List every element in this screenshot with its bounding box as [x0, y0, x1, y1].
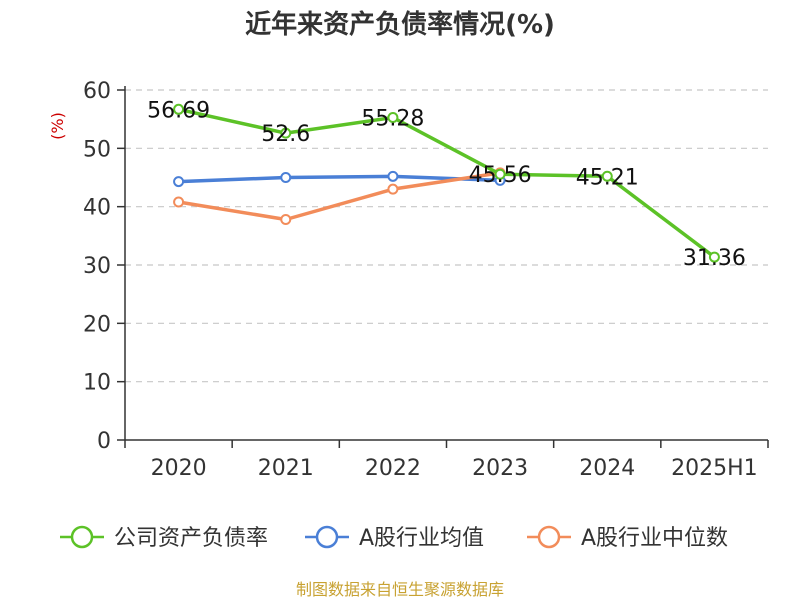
- grid-lines: [125, 89, 768, 383]
- data-label: 52.6: [261, 122, 310, 147]
- data-label: 45.56: [469, 163, 532, 188]
- x-tick-label: 2020: [151, 456, 207, 481]
- data-point[interactable]: [280, 172, 292, 183]
- legend-marker: [537, 525, 561, 549]
- y-tick-label: 40: [83, 196, 111, 221]
- data-point[interactable]: [280, 214, 292, 225]
- data-label: 45.21: [576, 165, 639, 190]
- data-point[interactable]: [387, 112, 399, 124]
- data-point[interactable]: [173, 196, 185, 208]
- plot-area: [173, 103, 720, 263]
- y-tick-label: 10: [83, 371, 111, 396]
- y-tick-label: 0: [97, 429, 111, 454]
- legend-label: A股行业中位数: [581, 526, 728, 551]
- x-tick-label: 2023: [472, 456, 528, 481]
- data-point[interactable]: [601, 170, 613, 182]
- legend-marker: [315, 525, 339, 549]
- x-tick-label: 2024: [579, 456, 635, 481]
- x-tick-label: 2022: [365, 456, 421, 481]
- y-axis-unit: (%): [48, 112, 67, 140]
- y-tick-label: 50: [83, 137, 111, 162]
- legend[interactable]: 公司资产负债率 A股行业均值 A股行业中位数: [60, 525, 728, 551]
- data-label: 56.69: [147, 98, 210, 123]
- legend-item-1[interactable]: A股行业均值: [305, 525, 484, 551]
- data-label: 55.28: [361, 107, 424, 132]
- series-line-0: [178, 107, 716, 259]
- y-tick-label: 30: [83, 254, 111, 279]
- data-point[interactable]: [387, 170, 399, 182]
- y-tick-label: 20: [83, 312, 111, 337]
- data-point[interactable]: [494, 168, 506, 180]
- legend-marker: [70, 525, 94, 549]
- chart-title: 近年来资产负债率情况(%): [245, 9, 555, 40]
- series-line-2: [178, 171, 501, 222]
- data-point[interactable]: [173, 103, 185, 115]
- data-point[interactable]: [280, 127, 292, 139]
- legend-item-2[interactable]: A股行业中位数: [527, 525, 728, 551]
- x-tick-label: 2021: [258, 456, 314, 481]
- data-point[interactable]: [387, 183, 399, 195]
- data-point[interactable]: [708, 251, 720, 263]
- data-point[interactable]: [173, 176, 185, 188]
- legend-label: A股行业均值: [359, 526, 484, 551]
- data-label: 31.36: [683, 246, 746, 271]
- data-labels: 56.69 52.6 55.28 45.56 45.21 31.36: [147, 98, 746, 271]
- legend-item-0[interactable]: 公司资产负债率: [60, 525, 268, 551]
- x-tick-label: 2025H1: [671, 456, 758, 481]
- source-note: 制图数据来自恒生聚源数据库: [296, 580, 504, 599]
- series-line-1: [178, 174, 501, 184]
- legend-label: 公司资产负债率: [114, 526, 268, 551]
- y-tick-label: 60: [83, 79, 111, 104]
- axes: 0 10 20 30 40 50 60 2020 2021 2022 2023 2024 2025H1: [83, 79, 769, 481]
